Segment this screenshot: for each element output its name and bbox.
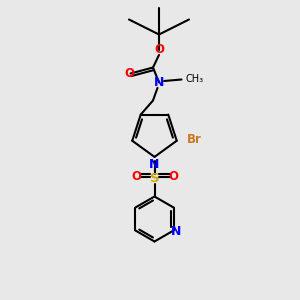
Text: N: N (171, 225, 182, 238)
Text: N: N (149, 158, 160, 171)
Text: O: O (168, 170, 178, 184)
Text: N: N (154, 76, 164, 89)
Text: Br: Br (187, 133, 202, 146)
Text: S: S (150, 172, 159, 185)
Text: CH₃: CH₃ (185, 74, 203, 84)
Text: O: O (154, 43, 164, 56)
Text: O: O (124, 67, 134, 80)
Text: O: O (131, 170, 141, 184)
